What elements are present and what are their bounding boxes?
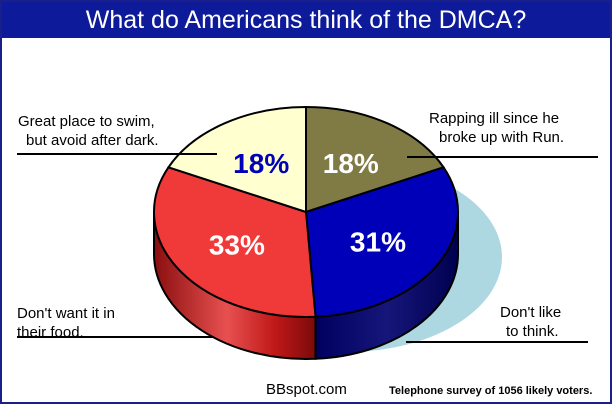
chart-title: What do Americans think of the DMCA? <box>2 2 610 38</box>
callout-line: to think. <box>506 323 559 340</box>
callout-line: broke up with Run. <box>439 129 565 146</box>
slice-great-place <box>166 105 307 214</box>
slice-dont-want-it <box>153 166 317 318</box>
value-label-rapping-ill: 18% <box>323 148 379 179</box>
slice-dont-like-to-think <box>304 166 459 318</box>
callout-great-place: Great place to swim, but avoid after dar… <box>18 112 159 150</box>
callout-line: Great place to swim, <box>18 113 155 130</box>
survey-note: Telephone survey of 1056 likely voters. <box>389 385 593 397</box>
callout-line: Don't like <box>500 304 562 321</box>
callout-rapping-ill: Rapping ill since he broke up with Run. <box>429 109 564 147</box>
slice-rapping-ill <box>305 105 446 214</box>
callout-line: but avoid after dark. <box>26 132 159 149</box>
value-label-dont-want-it: 33% <box>209 229 265 260</box>
value-label-great-place: 18% <box>233 148 289 179</box>
callout-line: Don't want it in <box>17 305 115 322</box>
callout-dont-like-to-think: Don't like to think. <box>500 303 561 341</box>
credit-text: BBspot.com <box>266 381 347 398</box>
value-label-dont-like-to-think: 31% <box>350 226 406 257</box>
callout-dont-want-it: Don't want it in their food. <box>17 304 115 342</box>
callout-line: their food. <box>17 324 84 341</box>
callout-line: Rapping ill since he <box>429 110 560 127</box>
